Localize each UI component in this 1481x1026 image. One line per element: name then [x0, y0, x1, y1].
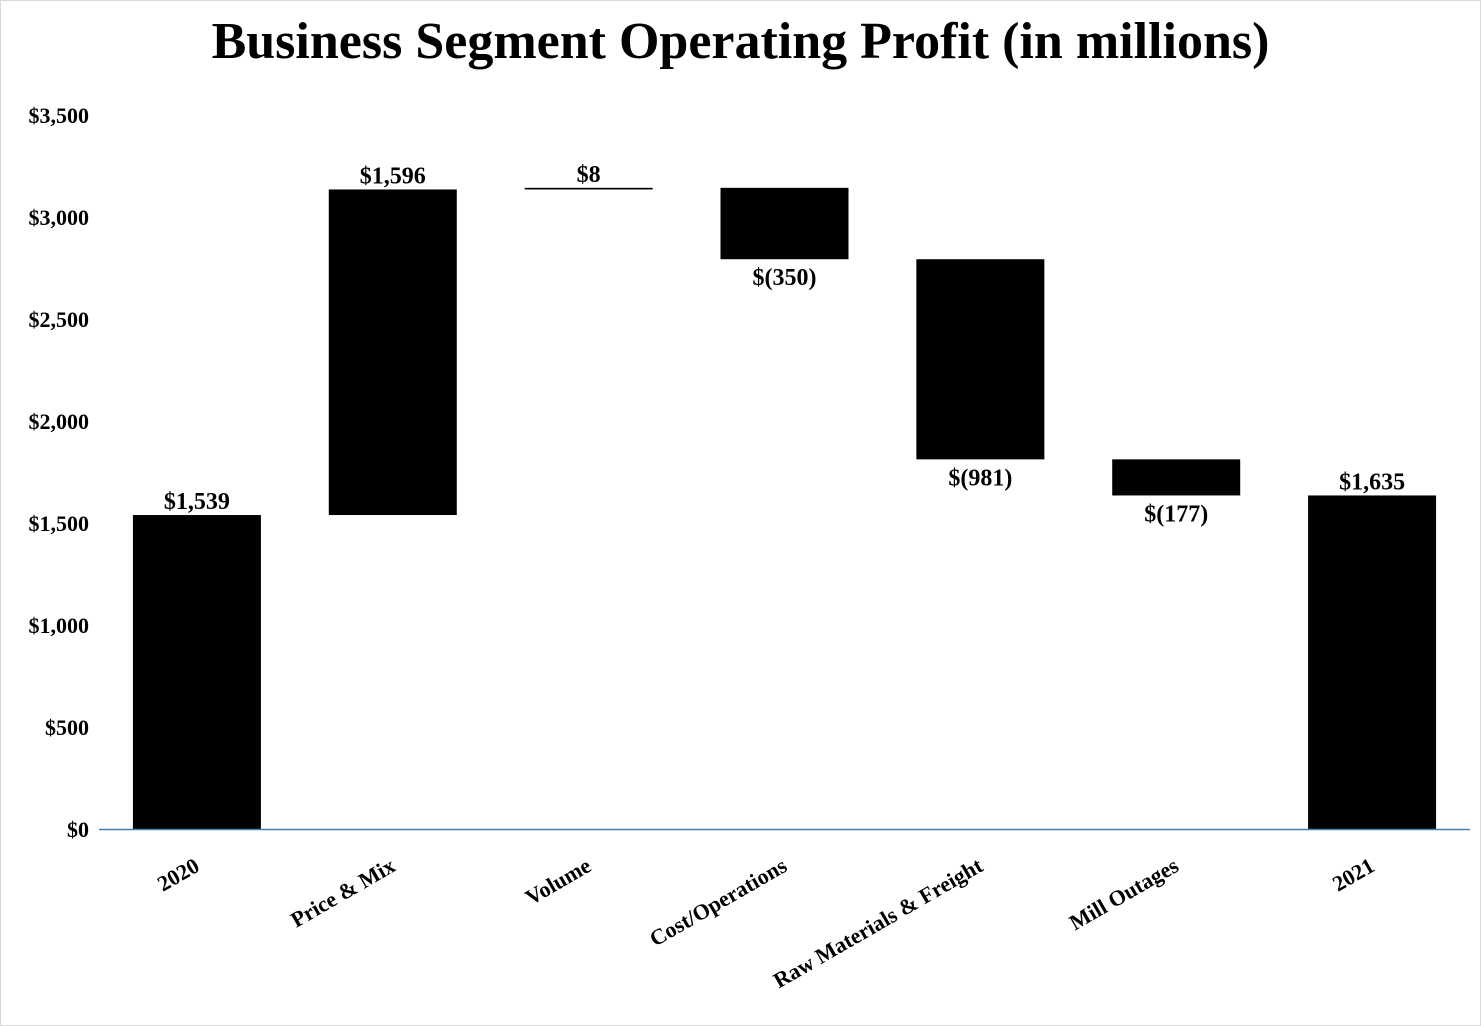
data-label: $1,635: [1339, 469, 1405, 495]
data-label: $1,539: [164, 489, 230, 515]
y-tick-label: $2,000: [29, 409, 90, 434]
y-tick-label: $2,500: [29, 307, 90, 332]
x-axis: 2020 Price & Mix Volume Cost/OperationsRaw …: [99, 828, 1470, 993]
y-tick-label: $0: [67, 817, 89, 842]
y-axis: $0 $500 $1,000 $1,500 $2,000 $2,500 $3,000 $3,5…: [29, 103, 90, 842]
data-labels: $1,539 $1,596 $8 $(350) $(981) $(177) $1,635: [164, 162, 1405, 528]
bar-volume: [524, 187, 653, 190]
bar-price-mix: [328, 189, 457, 516]
x-tick-label: Price & Mix: [286, 853, 399, 933]
x-tick-label: Volume: [521, 853, 595, 910]
data-label: $(981): [948, 465, 1012, 491]
bar-cost-operations: [720, 187, 849, 260]
y-tick-label: $1,000: [29, 613, 90, 638]
y-tick-label: $3,000: [29, 205, 90, 230]
x-tick-label: Raw Materials & Freight: [769, 852, 988, 993]
x-tick-label: Cost/Operations: [645, 852, 791, 951]
chart-title: Business Segment Operating Profit (in mi…: [211, 13, 1270, 70]
y-tick-label: $3,500: [29, 103, 90, 128]
data-label: $(177): [1144, 501, 1208, 527]
bar-2020: [132, 515, 261, 829]
data-label: $(350): [753, 265, 817, 291]
data-label: $1,596: [360, 163, 426, 189]
bar-mill-outages: [1112, 459, 1241, 496]
bar-raw-materials-freight: [916, 259, 1045, 460]
data-label: $8: [577, 162, 601, 188]
x-tick-label: Mill Outages: [1065, 852, 1183, 935]
bar-2021: [1308, 495, 1437, 829]
x-tick-label: 2020: [153, 853, 204, 897]
y-tick-label: $500: [45, 715, 89, 740]
x-tick-label: 2021: [1328, 853, 1379, 897]
y-tick-label: $1,500: [29, 511, 90, 536]
bars: [132, 187, 1437, 829]
